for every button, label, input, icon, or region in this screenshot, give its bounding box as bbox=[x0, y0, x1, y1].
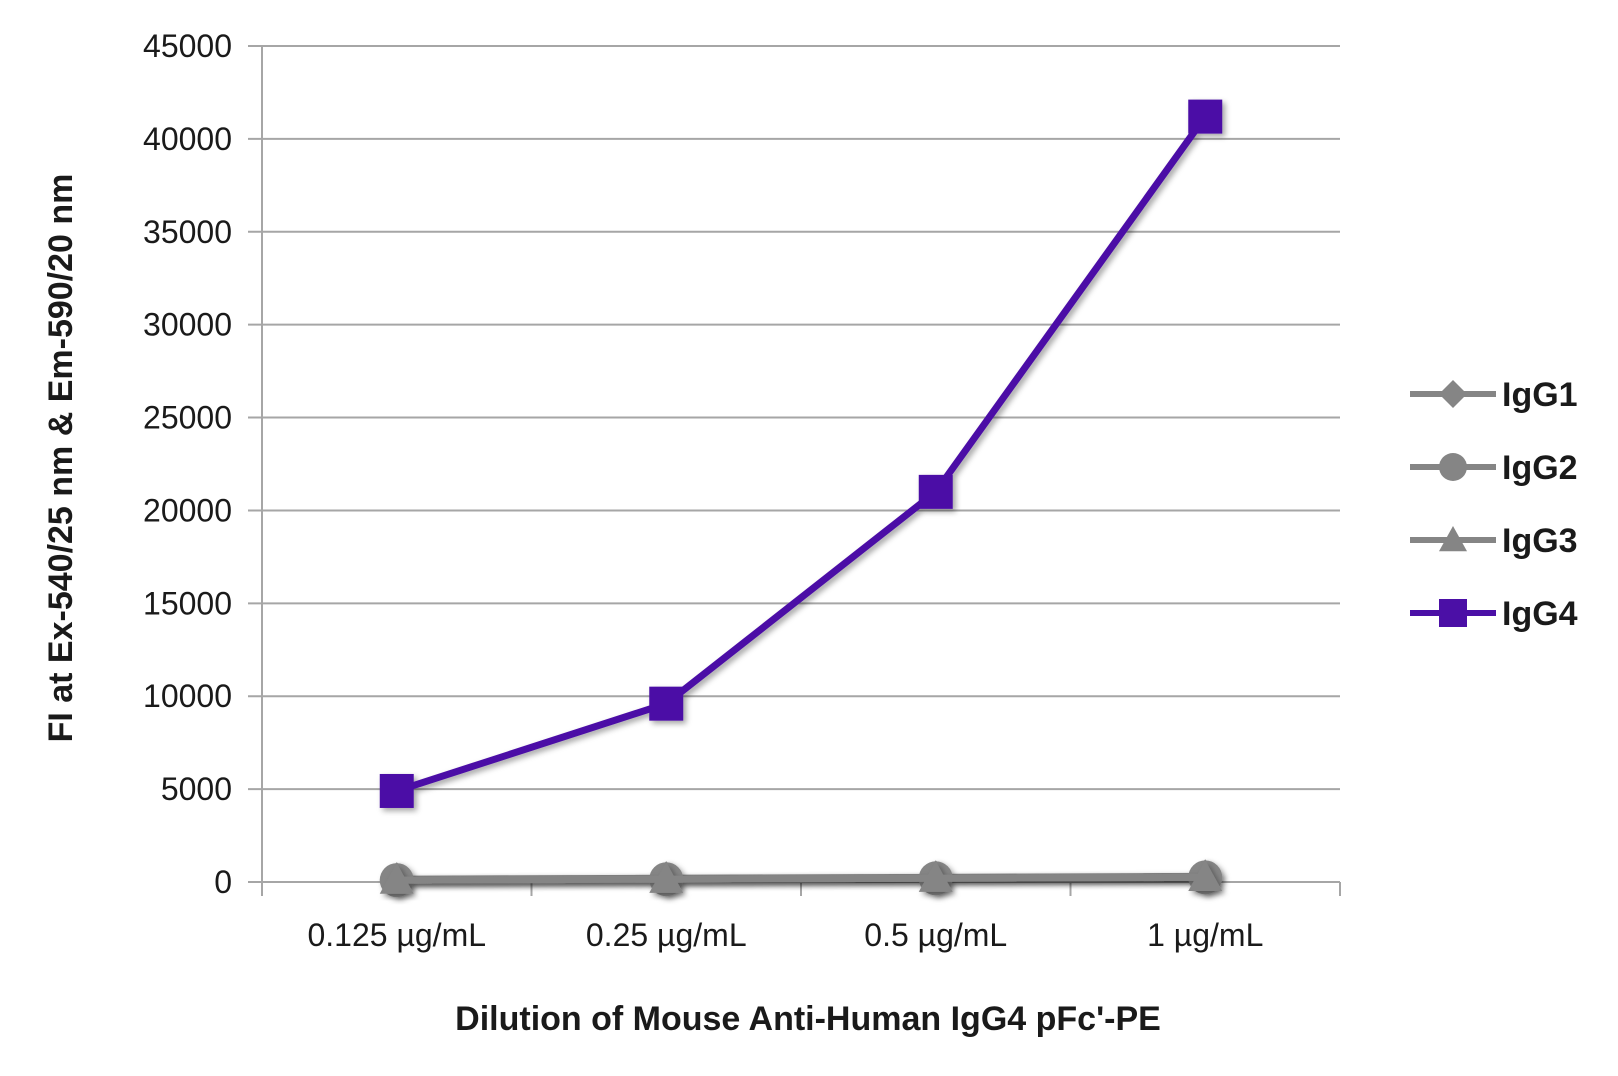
y-tick-label: 5000 bbox=[161, 771, 232, 807]
legend-item: IgG4 bbox=[1410, 595, 1578, 633]
gridlines bbox=[248, 45, 1340, 791]
legend: IgG1 IgG2 IgG3 IgG4 bbox=[1410, 376, 1578, 633]
y-tick-label: 15000 bbox=[143, 585, 232, 621]
y-tick-label: 10000 bbox=[143, 678, 232, 714]
x-tick-label: 0.125 µg/mL bbox=[307, 917, 486, 953]
y-axis-title: FI at Ex-540/25 nm & Em-590/20 nm bbox=[42, 174, 80, 743]
x-tick-label: 0.5 µg/mL bbox=[864, 917, 1007, 953]
data-point bbox=[379, 773, 414, 808]
x-tick-label: 1 µg/mL bbox=[1147, 917, 1263, 953]
data-series bbox=[379, 99, 1223, 898]
series-igg4 bbox=[379, 99, 1223, 808]
y-tick-label: 20000 bbox=[143, 492, 232, 528]
legend-label: IgG1 bbox=[1502, 376, 1578, 414]
legend-marker bbox=[1439, 380, 1467, 408]
y-tick-label: 45000 bbox=[143, 28, 232, 64]
series-line bbox=[395, 114, 1209, 795]
x-tick-label: 0.25 µg/mL bbox=[586, 917, 747, 953]
axes: 0 5000 10000 15000 20000 25000 30000 35000 40000… bbox=[143, 28, 1341, 953]
legend-marker bbox=[1439, 453, 1467, 481]
data-point bbox=[1188, 99, 1223, 134]
legend-item: IgG2 bbox=[1410, 449, 1578, 487]
legend-item: IgG1 bbox=[1410, 376, 1578, 414]
data-point bbox=[649, 686, 684, 721]
data-point bbox=[379, 863, 414, 894]
series-line bbox=[396, 873, 1206, 884]
legend-label: IgG3 bbox=[1502, 522, 1578, 560]
y-tick-label: 30000 bbox=[143, 307, 232, 343]
legend-label: IgG2 bbox=[1502, 449, 1578, 487]
data-point bbox=[918, 474, 953, 509]
data-point bbox=[1188, 860, 1223, 891]
y-tick-label: 0 bbox=[214, 864, 232, 900]
y-tick-label: 25000 bbox=[143, 400, 232, 436]
data-point bbox=[649, 862, 684, 893]
x-axis-title: Dilution of Mouse Anti-Human IgG4 pFc'-P… bbox=[455, 1000, 1161, 1038]
y-tick-label: 40000 bbox=[143, 121, 232, 157]
legend-marker bbox=[1439, 599, 1467, 627]
legend-label: IgG4 bbox=[1502, 595, 1578, 633]
legend-item: IgG3 bbox=[1410, 522, 1578, 560]
data-point bbox=[918, 861, 953, 892]
legend-marker bbox=[1439, 526, 1467, 552]
series-igg3 bbox=[379, 860, 1223, 894]
y-tick-label: 35000 bbox=[143, 214, 232, 250]
